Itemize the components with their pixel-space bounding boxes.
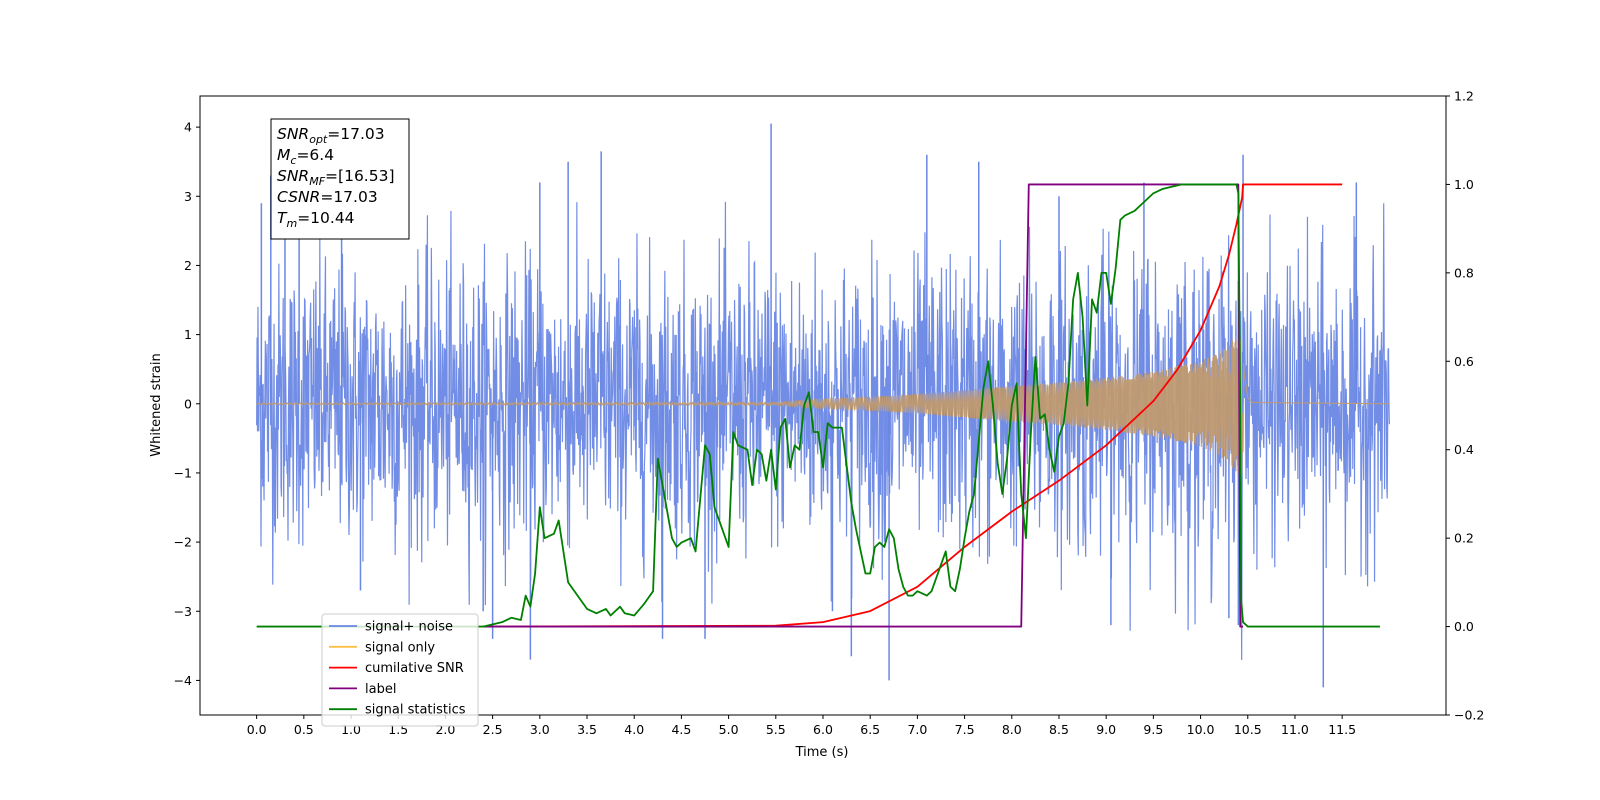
y-tick-label: 3 [184,189,192,204]
legend-label: signal statistics [365,703,466,718]
legend-label: signal+ noise [365,620,453,635]
x-tick-label: 9.5 [1143,722,1163,737]
legend-box [321,613,479,727]
x-tick-label: 6.0 [813,722,833,737]
series-cumulative-snr [483,183,1343,628]
info-line: CSNR=17.03 [277,188,378,206]
x-tick-label: 8.5 [1049,722,1069,737]
x-tick-label: 5.0 [719,722,739,737]
y-tick-label: −4 [174,673,192,688]
y-tick-label: −1 [174,465,192,480]
x-tick-label: 3.0 [530,722,550,737]
y-tick-label: 4 [184,120,192,135]
x-tick-label: 8.0 [1002,722,1022,737]
legend-label: signal only [365,640,435,655]
info-box [270,118,410,240]
series-label [483,183,1244,628]
x-tick-label: 2.5 [483,722,503,737]
info-line: SNRMF=[16.53] [277,167,395,188]
y-tick-label: −2 [174,535,192,550]
x-tick-label: 4.0 [624,722,644,737]
info-line: SNRopt=17.03 [277,125,385,146]
y2-tick-label: 1.2 [1454,89,1474,104]
y2-tick-label: 0.2 [1454,531,1474,546]
x-tick-label: 11.0 [1281,722,1309,737]
y2-tick-label: 0.4 [1454,442,1474,457]
x-tick-label: 9.0 [1096,722,1116,737]
x-tick-label: 10.0 [1187,722,1215,737]
y-tick-label: 0 [184,396,192,411]
y2-tick-label: −0.2 [1454,708,1484,723]
x-tick-label: 3.5 [577,722,597,737]
y-tick-label: 2 [184,258,192,273]
legend-label: cumilative SNR [365,661,464,676]
x-tick-label: 10.5 [1234,722,1262,737]
y2-tick-label: 0.8 [1454,265,1474,280]
info-line: Mc=6.4 [277,146,334,167]
x-tick-label: 6.5 [860,722,880,737]
y2-tick-label: 1.0 [1454,177,1474,192]
x-tick-label: 4.5 [671,722,691,737]
legend-label: label [365,682,396,697]
x-tick-label: 7.5 [955,722,975,737]
x-tick-label: 11.5 [1328,722,1356,737]
y2-tick-label: 0.0 [1454,619,1474,634]
y-axis-label: Whitened strain [149,353,164,456]
x-tick-label: 5.5 [766,722,786,737]
x-tick-label: 7.0 [907,722,927,737]
y2-tick-label: 0.6 [1454,354,1474,369]
series-signal-only [256,331,1390,477]
x-axis-label: Time (s) [795,745,849,760]
y-tick-label: 1 [184,327,192,342]
info-line: Tm=10.44 [277,209,355,230]
y-tick-label: −3 [174,604,192,619]
x-tick-label: 0.5 [294,722,314,737]
series-signal-statistics [256,183,1380,628]
x-tick-label: 0.0 [247,722,267,737]
